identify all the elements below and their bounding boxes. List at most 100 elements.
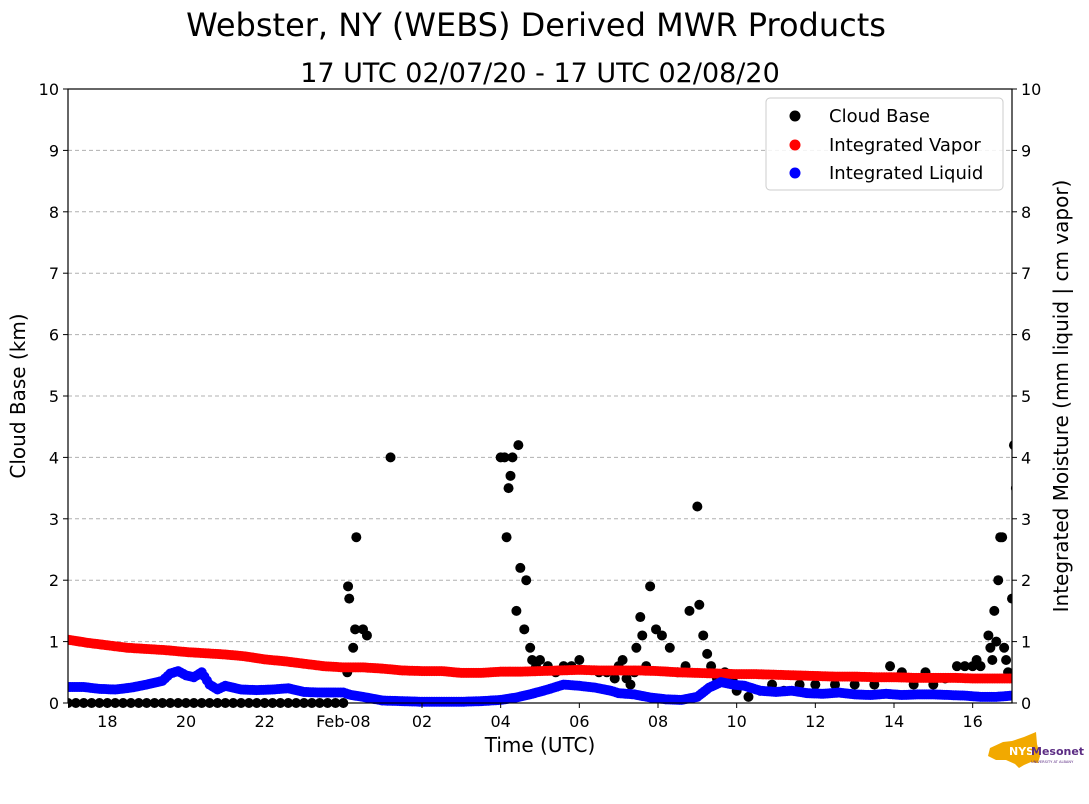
- legend-label-integrated-vapor: Integrated Vapor: [829, 135, 981, 156]
- cloud-base-point: [885, 661, 896, 672]
- x-tick-label: 22: [254, 712, 274, 731]
- chart-title: Webster, NY (WEBS) Derived MWR Products: [186, 6, 886, 44]
- cloud-base-point: [698, 630, 709, 641]
- integrated-vapor-point: [1017, 674, 1027, 684]
- x-tick-label: 06: [569, 712, 589, 731]
- legend: Cloud Base Integrated Vapor Integrated L…: [765, 97, 1004, 191]
- nys-mesonet-logo: NYS Mesonet UNIVERSITY AT ALBANY: [988, 732, 1084, 768]
- y2-tick-label: 8: [1021, 203, 1031, 222]
- cloud-base-point: [535, 655, 545, 666]
- cloud-base-point: [1038, 667, 1048, 677]
- cloud-base-point: [625, 679, 636, 690]
- y2-tick-label: 4: [1021, 448, 1031, 467]
- cloud-base-point: [344, 593, 355, 604]
- cloud-base-point: [810, 679, 821, 690]
- integrated-liquid-point: [1011, 693, 1012, 699]
- logo-name: Mesonet: [1031, 745, 1084, 758]
- integrated-vapor-point: [1029, 674, 1039, 684]
- cloud-base-point: [1008, 440, 1012, 450]
- integrated-vapor-point: [1019, 674, 1029, 684]
- cloud-base-point: [513, 440, 524, 451]
- cloud-base-point: [656, 630, 667, 641]
- x-tick-label: 02: [412, 712, 432, 731]
- integrated-liquid-point: [1036, 692, 1046, 702]
- cloud-base-point: [997, 532, 1008, 543]
- y2-axis-label: Integrated Moisture (mm liquid | cm vapo…: [1049, 180, 1073, 613]
- y-tick-label: 8: [49, 203, 59, 222]
- cloud-base-point: [635, 612, 646, 623]
- x-tick-label: 16: [962, 712, 982, 731]
- cloud-base-point: [343, 581, 354, 592]
- integrated-liquid-point: [1044, 693, 1054, 703]
- cloud-base-point: [694, 599, 705, 610]
- cloud-base-point: [361, 630, 372, 641]
- cloud-base-point: [999, 642, 1010, 653]
- y-tick-label: 0: [49, 694, 59, 713]
- integrated-vapor-point: [1024, 674, 1034, 684]
- legend-marker-integrated-liquid: [789, 167, 801, 179]
- x-tick-label: 12: [805, 712, 825, 731]
- integrated-vapor-point: [1027, 674, 1037, 684]
- cloud-base-point: [1031, 667, 1041, 677]
- logo-prefix: NYS: [1009, 745, 1034, 758]
- y2-tick-label: 0: [1021, 694, 1031, 713]
- integrated-vapor-point: [1032, 674, 1042, 684]
- cloud-base-point: [511, 605, 522, 616]
- cloud-base-point: [519, 624, 530, 635]
- cloud-base-point: [609, 673, 620, 684]
- cloud-base-point: [959, 661, 970, 672]
- integrated-liquid-point: [1032, 692, 1042, 702]
- cloud-base-point: [702, 648, 713, 659]
- x-tick-label: Feb-08: [316, 712, 370, 731]
- cloud-base-point: [951, 661, 962, 672]
- integrated-liquid-point: [1041, 693, 1051, 703]
- cloud-base-point: [574, 655, 585, 666]
- chart-subtitle: 17 UTC 02/07/20 - 17 UTC 02/08/20: [300, 58, 780, 89]
- cloud-base-point: [617, 655, 628, 666]
- integrated-liquid-point: [1046, 693, 1056, 703]
- y-tick-label: 7: [49, 264, 59, 283]
- cloud-base-point: [1015, 532, 1025, 542]
- cloud-base-point: [521, 575, 532, 586]
- cloud-base-point: [501, 532, 512, 543]
- y2-tick-label: 7: [1021, 264, 1031, 283]
- cloud-base-point: [385, 452, 396, 463]
- cloud-base-point: [503, 483, 514, 494]
- y-tick-label: 3: [49, 510, 59, 529]
- legend-marker-cloud-base: [789, 110, 801, 122]
- cloud-base-point: [1001, 655, 1012, 666]
- cloud-base-point: [692, 501, 703, 512]
- new-york-state-icon: [988, 732, 1040, 768]
- cloud-base-point: [515, 562, 526, 573]
- cloud-base-point: [1007, 593, 1012, 604]
- cloud-base-point: [507, 452, 518, 463]
- integrated-vapor-point: [1041, 675, 1051, 685]
- integrated-vapor-point: [1039, 674, 1049, 684]
- integrated-vapor-point: [1034, 674, 1044, 684]
- logo-sub: UNIVERSITY AT ALBANY: [1031, 760, 1074, 764]
- y2-tick-label: 5: [1021, 387, 1031, 406]
- y-tick-label: 2: [49, 571, 59, 590]
- y-tick-label: 4: [49, 448, 59, 467]
- cloud-base-point: [631, 642, 642, 653]
- integrated-vapor-point: [1044, 675, 1054, 685]
- cloud-base-point: [1021, 606, 1031, 616]
- cloud-base-point: [849, 679, 860, 690]
- series-integrated-liquid: [68, 666, 1056, 707]
- integrated-vapor-point: [1037, 674, 1047, 684]
- legend-box: [765, 97, 1004, 191]
- y2-tick-label: 9: [1021, 141, 1031, 160]
- cloud-base-point: [645, 581, 656, 592]
- y2-tick-label: 10: [1021, 80, 1041, 99]
- y-axis-label: Cloud Base (km): [6, 313, 30, 478]
- y-tick-label: 1: [49, 633, 59, 652]
- cloud-base-point: [499, 452, 510, 463]
- series-integrated-vapor: [68, 634, 1054, 685]
- cloud-base-point: [664, 642, 675, 653]
- cloud-base-point: [983, 630, 994, 641]
- cloud-base-point: [684, 605, 695, 616]
- legend-label-integrated-liquid: Integrated Liquid: [829, 163, 983, 184]
- integrated-vapor-point: [1014, 674, 1024, 684]
